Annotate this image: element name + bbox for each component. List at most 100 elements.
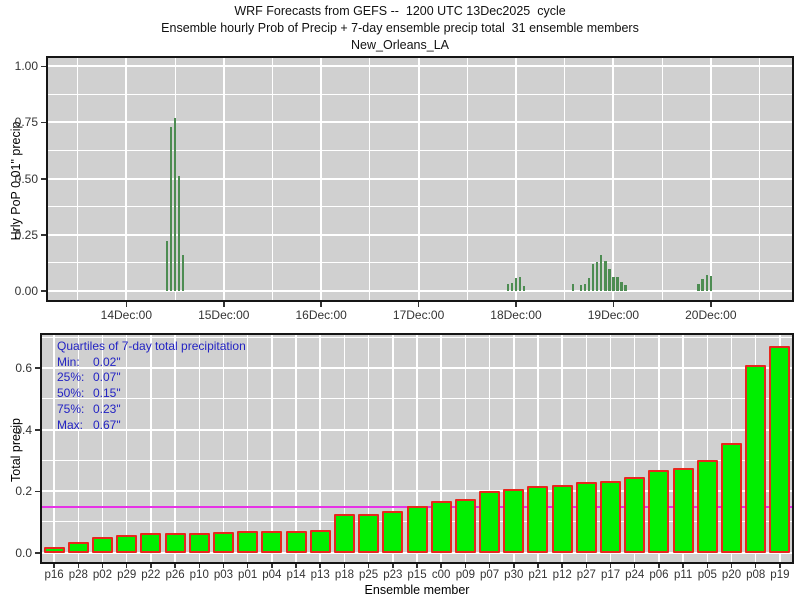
- precip-bar: [67, 541, 89, 553]
- member-x-tick-label: p14: [286, 569, 306, 581]
- member-x-tick: [174, 564, 176, 568]
- member-x-tick: [77, 564, 80, 568]
- v-gridline-major: [77, 335, 80, 562]
- pop-bar: [595, 261, 599, 291]
- member-x-tick: [271, 564, 273, 568]
- pop-x-tick-label: 18Dec:00: [490, 308, 542, 322]
- v-gridline-major: [464, 335, 467, 562]
- precip-bar: [624, 477, 646, 553]
- v-gridline-major: [537, 335, 539, 562]
- precip-bar: [575, 481, 597, 553]
- pop-panel: [46, 56, 794, 302]
- member-x-tick: [658, 564, 660, 568]
- member-x-tick-label: p24: [625, 569, 645, 581]
- v-gridline-major: [658, 335, 660, 562]
- total-y-tick: [35, 367, 40, 369]
- pop-bar: [583, 284, 587, 291]
- v-gridline-major: [150, 335, 152, 562]
- quartiles-annotation: Quartiles of 7-day total precipitation M…: [57, 339, 246, 433]
- pop-bar: [177, 176, 181, 291]
- pop-bar: [599, 254, 603, 291]
- member-x-tick-label: p27: [576, 569, 596, 581]
- pop-bar: [591, 263, 595, 291]
- precip-bar: [261, 530, 283, 553]
- v-gridline-major: [561, 335, 563, 562]
- v-gridline-major: [392, 335, 394, 562]
- member-x-tick: [101, 564, 104, 568]
- pop-x-tick-label: 17Dec:00: [392, 308, 445, 322]
- member-x-tick-label: p18: [334, 569, 354, 581]
- pop-y-tick: [41, 121, 46, 124]
- total-y-tick-label: 0.0: [15, 545, 32, 560]
- v-gridline-major: [295, 335, 297, 562]
- v-gridline-major: [367, 335, 370, 562]
- quartile-label: Max:: [57, 417, 84, 432]
- v-gridline-major: [222, 335, 225, 562]
- v-gridline-major: [633, 335, 636, 562]
- v-gridline-major: [513, 335, 515, 562]
- pop-y-tick-label: 0.00: [14, 283, 38, 298]
- member-x-tick: [53, 564, 55, 568]
- v-gridline-major: [125, 335, 128, 562]
- member-x-tick-label: p03: [213, 569, 234, 581]
- pop-bar: [604, 261, 607, 291]
- member-x-tick: [295, 564, 297, 568]
- v-gridline-major: [417, 58, 420, 300]
- figure-title-line2: Ensemble hourly Prob of Precip + 7-day e…: [161, 21, 639, 35]
- pop-bar: [165, 241, 169, 291]
- member-x-tick-label: p13: [310, 569, 330, 581]
- precip-bar: [309, 529, 331, 553]
- member-x-tick-label: p12: [552, 569, 572, 581]
- member-x-tick-label: p22: [141, 569, 161, 581]
- v-gridline-major: [53, 335, 55, 562]
- figure-title-line3: New_Orleans_LA: [351, 38, 449, 52]
- v-gridline-major: [125, 58, 128, 300]
- pop-x-tick-label: 16Dec:00: [295, 308, 347, 322]
- v-gridline-major: [101, 335, 104, 562]
- precip-bar: [721, 443, 743, 553]
- member-x-tick-label: p09: [455, 569, 475, 581]
- pop-y-tick: [41, 234, 46, 236]
- member-x-tick-label: p29: [117, 569, 137, 581]
- figure-title-line1: WRF Forecasts from GEFS -- 1200 UTC 13De…: [234, 4, 566, 18]
- quartiles-annotation-row: 75%: 0.23": [57, 402, 246, 418]
- precip-bar: [551, 485, 573, 553]
- pop-bar: [701, 279, 704, 291]
- v-gridline-major: [319, 335, 321, 562]
- member-x-tick-label: p21: [528, 569, 548, 581]
- v-gridline-major: [440, 335, 442, 562]
- h-gridline-major: [48, 121, 792, 124]
- h-gridline-minor: [48, 93, 792, 95]
- pop-bar: [571, 283, 575, 291]
- total-precip-panel: [40, 333, 794, 564]
- precip-bar: [406, 505, 428, 553]
- v-gridline-minor: [77, 58, 79, 300]
- precip-bar: [140, 533, 162, 553]
- member-x-tick-label: p08: [746, 569, 766, 581]
- pop-y-tick: [41, 65, 46, 68]
- pop-x-tick: [612, 302, 615, 307]
- precip-bar: [285, 530, 307, 553]
- member-x-tick: [464, 564, 467, 568]
- precip-bar: [430, 500, 452, 553]
- precip-bar: [527, 486, 549, 553]
- pop-bar: [506, 283, 510, 291]
- v-gridline-minor: [466, 58, 468, 300]
- pop-y-tick-label: 1.00: [14, 59, 38, 74]
- v-gridline-major: [246, 335, 249, 562]
- member-x-tick-label: p04: [262, 569, 282, 581]
- precip-bar: [503, 489, 525, 553]
- member-x-tick-label: p02: [92, 569, 113, 581]
- v-gridline-major: [709, 58, 712, 300]
- precip-bar: [333, 514, 355, 553]
- quartiles-annotation-title: Quartiles of 7-day total precipitation: [57, 339, 246, 353]
- pop-x-tick-label: 20Dec:00: [685, 308, 737, 322]
- v-gridline-major: [585, 335, 588, 562]
- x-axis-title: Ensemble member: [364, 583, 470, 597]
- quartile-label: 25%:: [57, 370, 85, 385]
- member-x-tick: [440, 564, 442, 568]
- h-gridline-minor: [48, 262, 792, 264]
- member-x-tick: [682, 564, 684, 568]
- member-x-tick: [198, 564, 200, 568]
